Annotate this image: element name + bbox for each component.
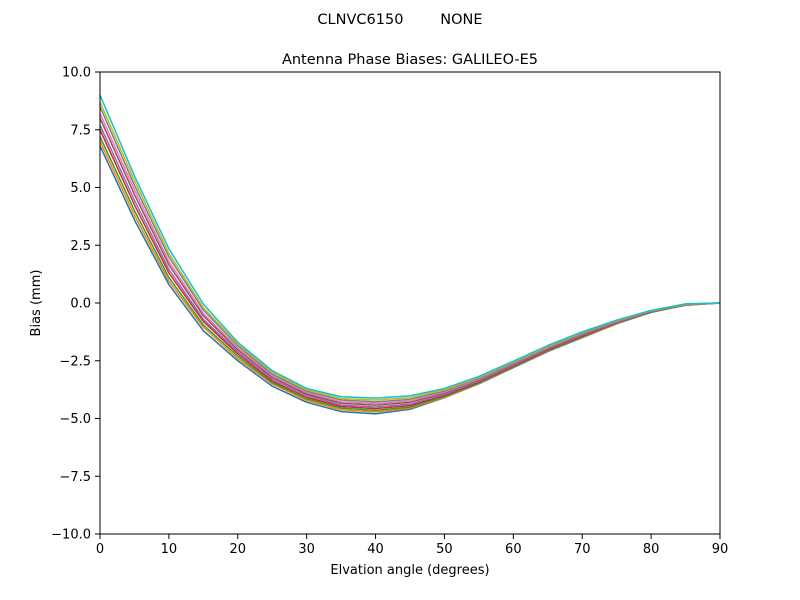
x-axis-ticks: 0 10 20 30 40 50 60 70 80 90 bbox=[96, 534, 728, 557]
y-tick-label: −2.5 bbox=[59, 354, 91, 369]
y-tick-label: −7.5 bbox=[59, 470, 91, 485]
x-tick-label: 40 bbox=[367, 542, 384, 557]
series-line-10 bbox=[99, 94, 721, 399]
x-tick-label: 10 bbox=[161, 542, 178, 557]
y-tick-label: −5.0 bbox=[59, 412, 91, 427]
x-tick-label: 60 bbox=[505, 542, 522, 557]
x-tick-label: 50 bbox=[436, 542, 453, 557]
figure-suptitle: CLNVC6150 NONE bbox=[317, 12, 482, 28]
y-tick-label: 2.5 bbox=[70, 239, 91, 254]
y-tick-label: 5.0 bbox=[70, 181, 91, 196]
x-tick-label: 0 bbox=[96, 542, 104, 557]
chart-title: Antenna Phase Biases: GALILEO-E5 bbox=[282, 52, 538, 68]
x-tick-label: 20 bbox=[230, 542, 247, 557]
plot-series-group bbox=[99, 94, 721, 415]
x-axis-label: Elvation angle (degrees) bbox=[330, 563, 489, 578]
y-tick-label: 10.0 bbox=[62, 66, 91, 81]
y-axis-ticks: 10.0 7.5 5.0 2.5 0.0 −2.5 −5.0 −7.5 −10.0 bbox=[51, 66, 100, 543]
y-tick-label: 0.0 bbox=[70, 297, 91, 312]
x-tick-label: 90 bbox=[712, 542, 729, 557]
y-tick-label: 7.5 bbox=[70, 123, 91, 138]
y-tick-label: −10.0 bbox=[51, 528, 91, 543]
x-tick-label: 70 bbox=[574, 542, 591, 557]
x-tick-label: 30 bbox=[298, 542, 315, 557]
y-axis-label: Bias (mm) bbox=[29, 270, 44, 337]
x-tick-label: 80 bbox=[643, 542, 660, 557]
